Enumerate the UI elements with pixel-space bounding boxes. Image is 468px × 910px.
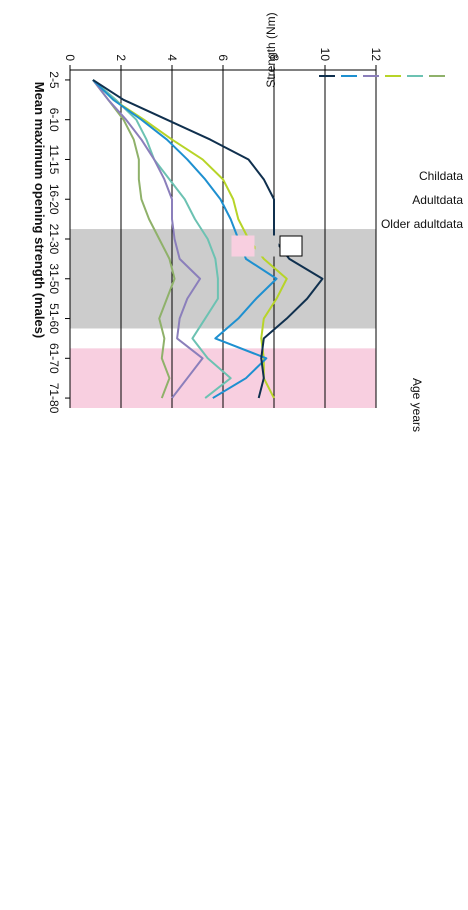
y-tick-label: 8 <box>267 54 281 61</box>
legend-patch <box>279 235 303 257</box>
x-tick-label: 21-30 <box>47 224 61 255</box>
x-tick-label: 11-15 <box>47 145 61 175</box>
x-tick-label: 51-60 <box>47 303 61 334</box>
y-axis-label: Strength (Nm) <box>264 12 278 87</box>
y-tick-label: 2 <box>114 54 128 61</box>
x-tick-label: 6-10 <box>47 108 61 132</box>
x-tick-label: 2-5 <box>47 71 61 89</box>
legend-patch <box>255 235 279 257</box>
x-tick-label: 31-50 <box>47 263 61 294</box>
x-axis-label: Age years <box>410 378 424 432</box>
x-tick-label: 16-20 <box>47 184 61 215</box>
axes <box>65 65 377 408</box>
legend-label: Childata <box>419 169 463 183</box>
series-line-65mm-smooth-lid <box>92 79 232 399</box>
chart-title: Mean maximum opening strength (males) <box>32 82 47 338</box>
x-tick-label: 71-80 <box>47 383 61 414</box>
y-tick-label: 0 <box>63 54 77 61</box>
y-tick-label: 4 <box>165 54 179 61</box>
y-tick-label: 6 <box>216 54 230 61</box>
legend-patch <box>231 235 255 257</box>
x-tick-label: 61-70 <box>47 343 61 374</box>
y-tick-label: 12 <box>369 48 383 62</box>
series-line-45mm-knurled-lid <box>92 79 204 399</box>
tick-labels: 0 2 4 6 8 10 12 2-5 6-10 11-15 16-20 21-30 31-50 51-6… <box>47 48 383 414</box>
legend-label: Older adultdata <box>381 217 463 231</box>
legend-label: Adultdata <box>412 193 463 207</box>
series-line-45mm-smooth-lid <box>92 79 176 399</box>
y-tick-label: 10 <box>318 48 332 62</box>
legend: 45mm smooth lid65mm smooth lid85mm smoot… <box>231 75 463 257</box>
